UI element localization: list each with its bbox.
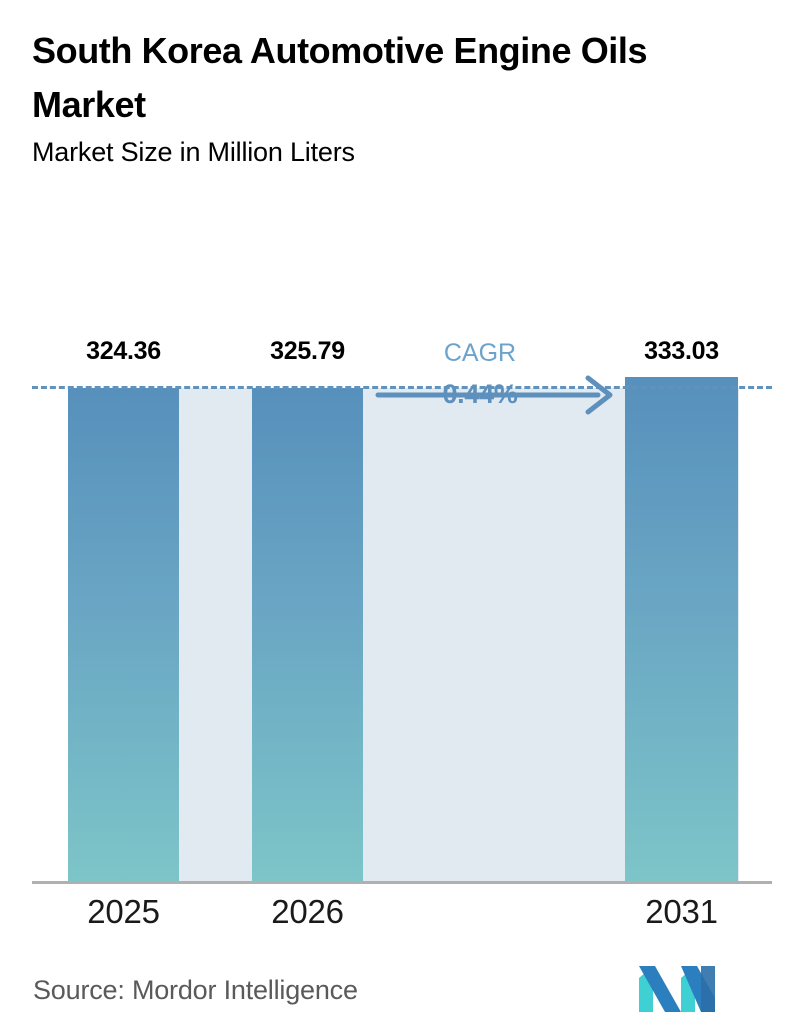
bar-2025[interactable] — [68, 388, 179, 882]
bar-2026[interactable] — [252, 388, 363, 882]
mordor-intelligence-logo-icon — [639, 966, 715, 1012]
page-subtitle: Market Size in Million Liters — [32, 137, 355, 167]
data-label-2031: 333.03 — [644, 337, 719, 365]
cagr-label: CAGR — [443, 339, 517, 367]
x-axis-line — [32, 881, 772, 884]
x-tick-2026: 2026 — [271, 893, 344, 930]
data-label-2026: 325.79 — [270, 337, 345, 365]
bar-2031[interactable] — [625, 377, 738, 882]
source-text: Source: Mordor Intelligence — [33, 975, 358, 1005]
reference-dashed-line — [32, 386, 772, 389]
cagr-arrow-icon — [375, 375, 613, 415]
x-tick-2031: 2031 — [645, 893, 718, 930]
data-label-2025: 324.36 — [86, 337, 161, 365]
x-tick-2025: 2025 — [87, 893, 160, 930]
cagr-value: 0.44% — [442, 379, 518, 409]
page-title: South Korea Automotive Engine Oils Marke… — [32, 30, 648, 125]
